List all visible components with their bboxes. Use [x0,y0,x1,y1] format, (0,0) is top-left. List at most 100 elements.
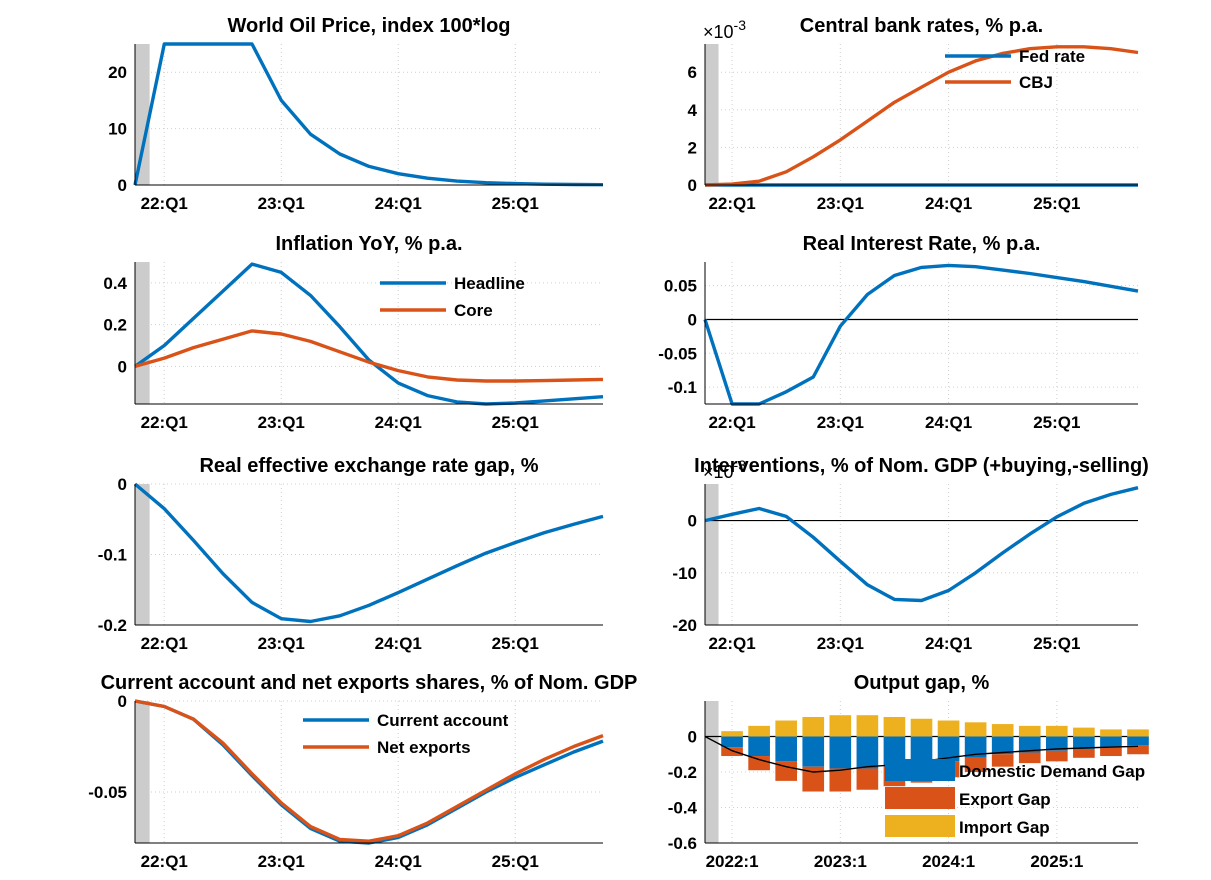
legend-label: Import Gap [959,818,1050,837]
chart-title: Central bank rates, % p.a. [800,15,1043,37]
x-tick-label: 25:Q1 [492,194,539,213]
bar-export-gap [1073,748,1095,758]
bar-import-gap [1073,727,1095,737]
x-tick-label: 23:Q1 [258,852,305,871]
bar-domestic-demand-gap [856,736,879,769]
bar-import-gap [991,724,1014,737]
series-line-0 [133,482,604,624]
series-line-0 [133,42,604,187]
panel-oil: 0 10 20 22:Q1 23:Q1 24:Q1 25:Q1 World Oil Price… [108,15,604,213]
y-tick-label: -0.2 [98,616,127,635]
chart-title: Real effective exchange rate gap, % [199,455,538,477]
x-tick-label: 24:Q1 [375,194,422,213]
shaded-period [705,701,719,843]
multiplier-base: ×10 [703,462,734,482]
chart-title: Output gap, % [854,672,990,694]
multiplier-exponent: -3 [734,457,747,473]
x-tick-label: 25:Q1 [1033,194,1080,213]
chart-title: World Oil Price, index 100*log [227,15,510,37]
y-tick-label: 6 [688,63,697,82]
x-tick-label: 24:Q1 [375,413,422,432]
y-tick-label: 0 [688,728,697,747]
x-tick-label: 22:Q1 [141,852,188,871]
bar-export-gap [1127,745,1149,755]
bar-domestic-demand-gap [910,736,933,765]
bar-domestic-demand-gap [1045,736,1068,751]
bar-export-gap [1045,750,1068,762]
y-tick-label: 0 [118,357,127,376]
axis-multiplier: ×10-3 [703,17,746,42]
x-tick-label: 22:Q1 [708,634,755,653]
bar-import-gap [1127,729,1149,737]
bar-import-gap [964,722,987,737]
panel-inflation: 0 0.2 0.4 22:Q1 23:Q1 24:Q1 25:Q1 Inflation YoY… [103,233,604,432]
y-tick-label: 0 [118,475,127,494]
bar-export-gap [1018,752,1041,764]
bar-domestic-demand-gap [1018,736,1041,753]
bar-domestic-demand-gap [775,736,798,762]
bar-domestic-demand-gap [721,736,743,748]
x-tick-label: 24:Q1 [375,852,422,871]
y-tick-label: 0 [688,310,697,329]
y-tick-label: -0.4 [668,799,698,818]
y-tick-label: -0.1 [98,546,127,565]
series-line-0 [704,486,1139,603]
x-tick-label: 25:Q1 [492,413,539,432]
y-tick-label: -0.05 [88,783,127,802]
x-tick-label: 24:Q1 [375,634,422,653]
x-tick-label: 23:Q1 [817,194,864,213]
panel-rates: 0 2 4 6 22:Q1 23:Q1 24:Q1 25:Q1 ×10-3 Central ban… [688,15,1139,213]
bar-import-gap [1045,725,1068,737]
legend-label: Domestic Demand Gap [959,762,1145,781]
series-line-0 [703,263,1139,406]
bar-import-gap [910,718,933,737]
chart-title: Interventions, % of Nom. GDP (+buying,-s… [694,455,1149,477]
x-tick-label: 23:Q1 [817,413,864,432]
y-tick-label: -10 [672,564,697,583]
y-tick-label: 0 [118,692,127,711]
x-tick-label: 25:Q1 [1033,634,1080,653]
y-tick-label: 0.05 [664,277,697,296]
x-tick-label: 25:Q1 [492,852,539,871]
y-tick-label: 2 [688,138,697,157]
bar-export-gap [991,754,1014,767]
x-tick-label: 22:Q1 [708,194,755,213]
y-tick-label: -0.05 [658,344,697,363]
x-tick-label: 2024:1 [922,852,975,871]
shaded-period [705,484,719,625]
bar-import-gap [856,715,879,737]
x-tick-label: 23:Q1 [258,634,305,653]
x-tick-label: 24:Q1 [925,413,972,432]
shaded-period [135,484,150,625]
y-tick-label: 10 [108,120,127,139]
legend-swatch [885,815,955,837]
bar-domestic-demand-gap [1073,736,1095,749]
series-line-core [134,329,604,383]
y-tick-label: 4 [688,101,698,120]
legend-swatch [885,759,955,781]
shaded-period [135,701,150,843]
panel-real_rate: -0.1 -0.05 0 0.05 22:Q1 23:Q1 24:Q1 25:Q1 Real I… [658,233,1139,432]
y-tick-label: 0.4 [103,274,127,293]
panel-reer: -0.2 -0.1 0 22:Q1 23:Q1 24:Q1 25:Q1 Real effect… [98,455,604,653]
legend-label: Net exports [377,738,471,757]
y-tick-label: -20 [672,616,697,635]
y-tick-label: 0.2 [103,316,127,335]
y-tick-label: 20 [108,63,127,82]
panel-output_gap: -0.6 -0.4 -0.2 0 2022:1 2023:1 2024:1 2025:1 Out… [668,672,1149,871]
x-tick-label: 22:Q1 [141,413,188,432]
bar-import-gap [721,731,743,737]
legend-label: Fed rate [1019,47,1085,66]
bar-import-gap [802,716,825,737]
y-tick-label: -0.6 [668,834,697,853]
axis-multiplier: ×10-3 [703,457,746,482]
chart-title: Real Interest Rate, % p.a. [803,233,1041,255]
chart-title: Current account and net exports shares, … [101,672,638,694]
shaded-period [135,262,150,404]
x-tick-label: 22:Q1 [708,413,755,432]
chart-title: Inflation YoY, % p.a. [275,233,462,255]
shaded-period [705,44,719,185]
bar-export-gap [1100,747,1122,757]
y-tick-label: 0 [118,176,127,195]
